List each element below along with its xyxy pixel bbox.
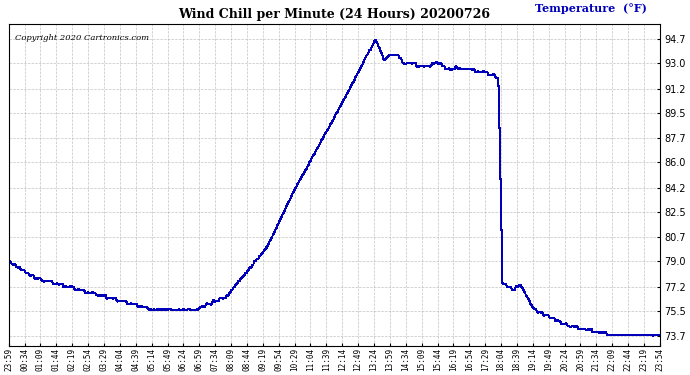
Text: Copyright 2020 Cartronics.com: Copyright 2020 Cartronics.com bbox=[15, 33, 149, 42]
Text: Temperature  (°F): Temperature (°F) bbox=[535, 3, 647, 14]
Title: Wind Chill per Minute (24 Hours) 20200726: Wind Chill per Minute (24 Hours) 2020072… bbox=[178, 8, 491, 21]
